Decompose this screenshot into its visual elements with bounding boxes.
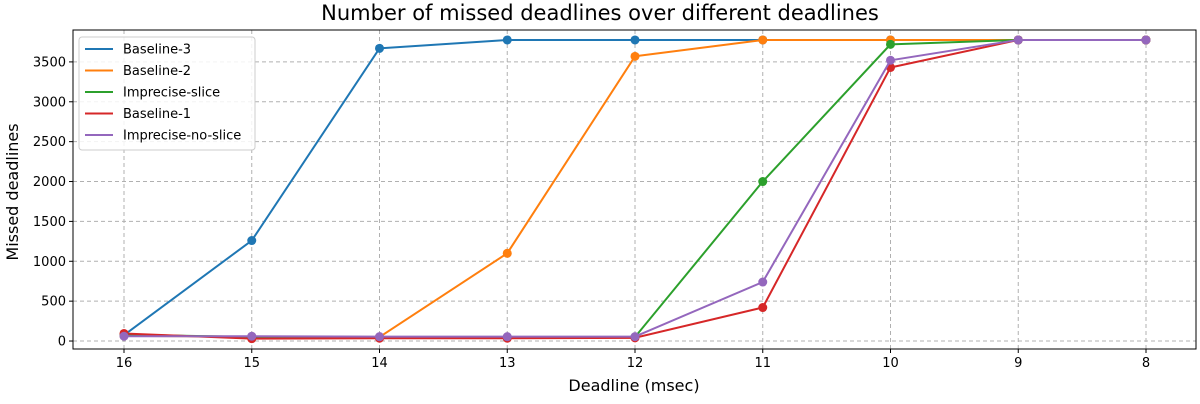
- x-tick-label: 14: [371, 356, 388, 371]
- x-tick-label: 9: [1014, 356, 1022, 371]
- x-tick-label: 11: [754, 356, 771, 371]
- x-tick-label: 12: [627, 356, 644, 371]
- legend-item: Imprecise-no-slice: [85, 129, 241, 144]
- legend-label: Baseline-1: [123, 107, 191, 122]
- data-point-imprecise-no-slice: [758, 277, 768, 287]
- data-point-imprecise-slice: [886, 39, 895, 49]
- data-point-baseline-1: [758, 303, 768, 313]
- data-point-imprecise-slice: [758, 177, 768, 187]
- x-axis-label: Deadline (msec): [568, 376, 699, 395]
- data-point-baseline-2: [758, 35, 768, 45]
- series-imprecise-no-slice: [119, 35, 1151, 342]
- y-tick-label: 1000: [33, 255, 66, 270]
- y-tick-label: 3000: [33, 95, 66, 110]
- legend-item: Baseline-3: [85, 43, 191, 58]
- y-tick-label: 3500: [33, 55, 66, 70]
- chart-title: Number of missed deadlines over differen…: [321, 1, 879, 25]
- data-point-baseline-2: [502, 248, 512, 258]
- data-point-imprecise-no-slice: [630, 332, 640, 342]
- legend-item: Imprecise-slice: [85, 86, 220, 101]
- x-tick-label: 16: [116, 356, 133, 371]
- axis-ticks: 16 15 14 13 12 11 10 9 8 0 500 1000 1500 2000 2500 3000…: [33, 55, 1150, 371]
- legend-label: Imprecise-slice: [123, 86, 220, 101]
- data-point-imprecise-no-slice: [1141, 35, 1151, 45]
- x-tick-label: 10: [882, 356, 899, 371]
- y-tick-label: 2500: [33, 135, 66, 150]
- data-point-baseline-2: [630, 51, 640, 61]
- data-point-imprecise-no-slice: [886, 55, 895, 65]
- x-tick-label: 15: [243, 356, 260, 371]
- x-tick-label: 13: [499, 356, 516, 371]
- data-point-baseline-3: [502, 35, 512, 45]
- legend-box: [78, 36, 256, 151]
- y-axis-label: Missed deadlines: [3, 123, 22, 260]
- legend-item: Baseline-1: [85, 107, 191, 122]
- data-point-baseline-3: [247, 236, 257, 246]
- data-point-imprecise-no-slice: [1013, 35, 1023, 45]
- y-tick-label: 500: [41, 295, 66, 310]
- data-point-imprecise-no-slice: [502, 332, 512, 342]
- series-line-baseline-1: [123, 38, 1146, 340]
- y-tick-label: 0: [58, 335, 66, 350]
- legend-label: Baseline-3: [123, 43, 191, 58]
- data-point-baseline-3: [630, 35, 640, 45]
- data-point-baseline-3: [375, 43, 384, 53]
- data-point-imprecise-no-slice: [375, 332, 384, 342]
- legend-item: Baseline-2: [85, 64, 191, 79]
- y-tick-label: 2000: [33, 175, 66, 190]
- data-point-imprecise-no-slice: [247, 331, 257, 341]
- legend-label: Baseline-2: [123, 64, 191, 79]
- legend-label: Imprecise-no-slice: [123, 129, 241, 144]
- y-tick-label: 1500: [33, 215, 66, 230]
- data-point-imprecise-no-slice: [119, 331, 129, 341]
- legend: Baseline-3 Baseline-2 Imprecise-slice Basel…: [78, 36, 256, 151]
- series-lines: [119, 35, 1151, 344]
- x-tick-label: 8: [1142, 356, 1150, 371]
